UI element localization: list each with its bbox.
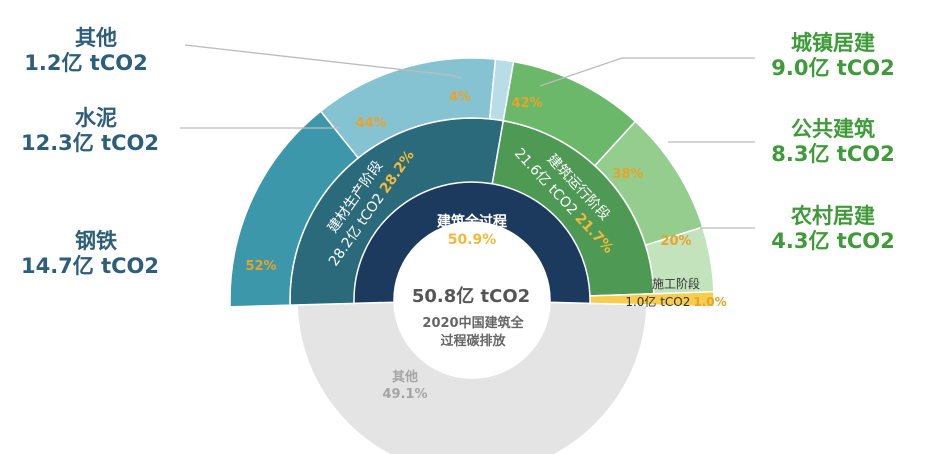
whole-process-name: 建筑全过程 (437, 213, 507, 230)
other-slice-pct: 49.1% (382, 387, 427, 402)
construction-stage-pct: 1.0% (693, 295, 726, 309)
public-building-value: 8.3亿 tCO2 (771, 142, 894, 166)
total-value: 50.8亿 tCO2 (412, 285, 530, 307)
total-desc-line2: 过程碳排放 (440, 333, 506, 349)
steel-name: 钢铁 (75, 229, 117, 253)
construction-stage-value-line: 1.0亿 tCO2 1.0% (625, 294, 726, 309)
leader-materials-other (184, 44, 463, 79)
urban-residential-value: 9.0亿 tCO2 (771, 56, 894, 80)
construction-stage-name: 施工阶段 (652, 276, 700, 291)
leader-lines (180, 44, 755, 229)
whole-process-pct: 50.9% (448, 232, 497, 248)
outer-slice-cement (319, 57, 497, 160)
steel-pct-label: 52% (245, 259, 276, 274)
public-building-name: 公共建筑 (791, 117, 875, 141)
rural-residential-value: 4.3亿 tCO2 (771, 229, 894, 253)
cement-name: 水泥 (75, 106, 117, 130)
rural-residential-name: 农村居建 (790, 204, 875, 228)
outer-slice-steel (229, 110, 360, 308)
stage-slice-construction (589, 290, 715, 308)
outer-slice-rural-residential (644, 226, 715, 295)
materials-other-name: 其他 (75, 26, 117, 50)
outer-slice-urban-residential (502, 60, 637, 167)
cement-pct-label: 44% (355, 116, 386, 131)
other-slice-name: 其他 (392, 369, 418, 385)
leader-urban-residential (539, 57, 755, 87)
outer-slice-materials-other (488, 58, 515, 122)
steel-value: 14.7亿 tCO2 (21, 254, 159, 278)
public-building-pct-label: 38% (612, 167, 643, 182)
arc-layer (229, 57, 715, 454)
urban-residential-pct-label: 42% (511, 96, 542, 111)
materials-other-value: 1.2亿 tCO2 (24, 51, 147, 75)
rural-residential-pct-label: 20% (660, 234, 691, 249)
construction-stage-value: 1.0亿 tCO2 (625, 294, 690, 309)
total-desc-line1: 2020中国建筑全 (422, 315, 524, 331)
urban-residential-name: 城镇居建 (791, 31, 875, 55)
center-slice-other (296, 301, 648, 454)
outer-slice-public-building (593, 120, 704, 247)
cement-value: 12.3亿 tCO2 (21, 131, 159, 155)
materials-other-pct-label: 4% (449, 90, 471, 105)
